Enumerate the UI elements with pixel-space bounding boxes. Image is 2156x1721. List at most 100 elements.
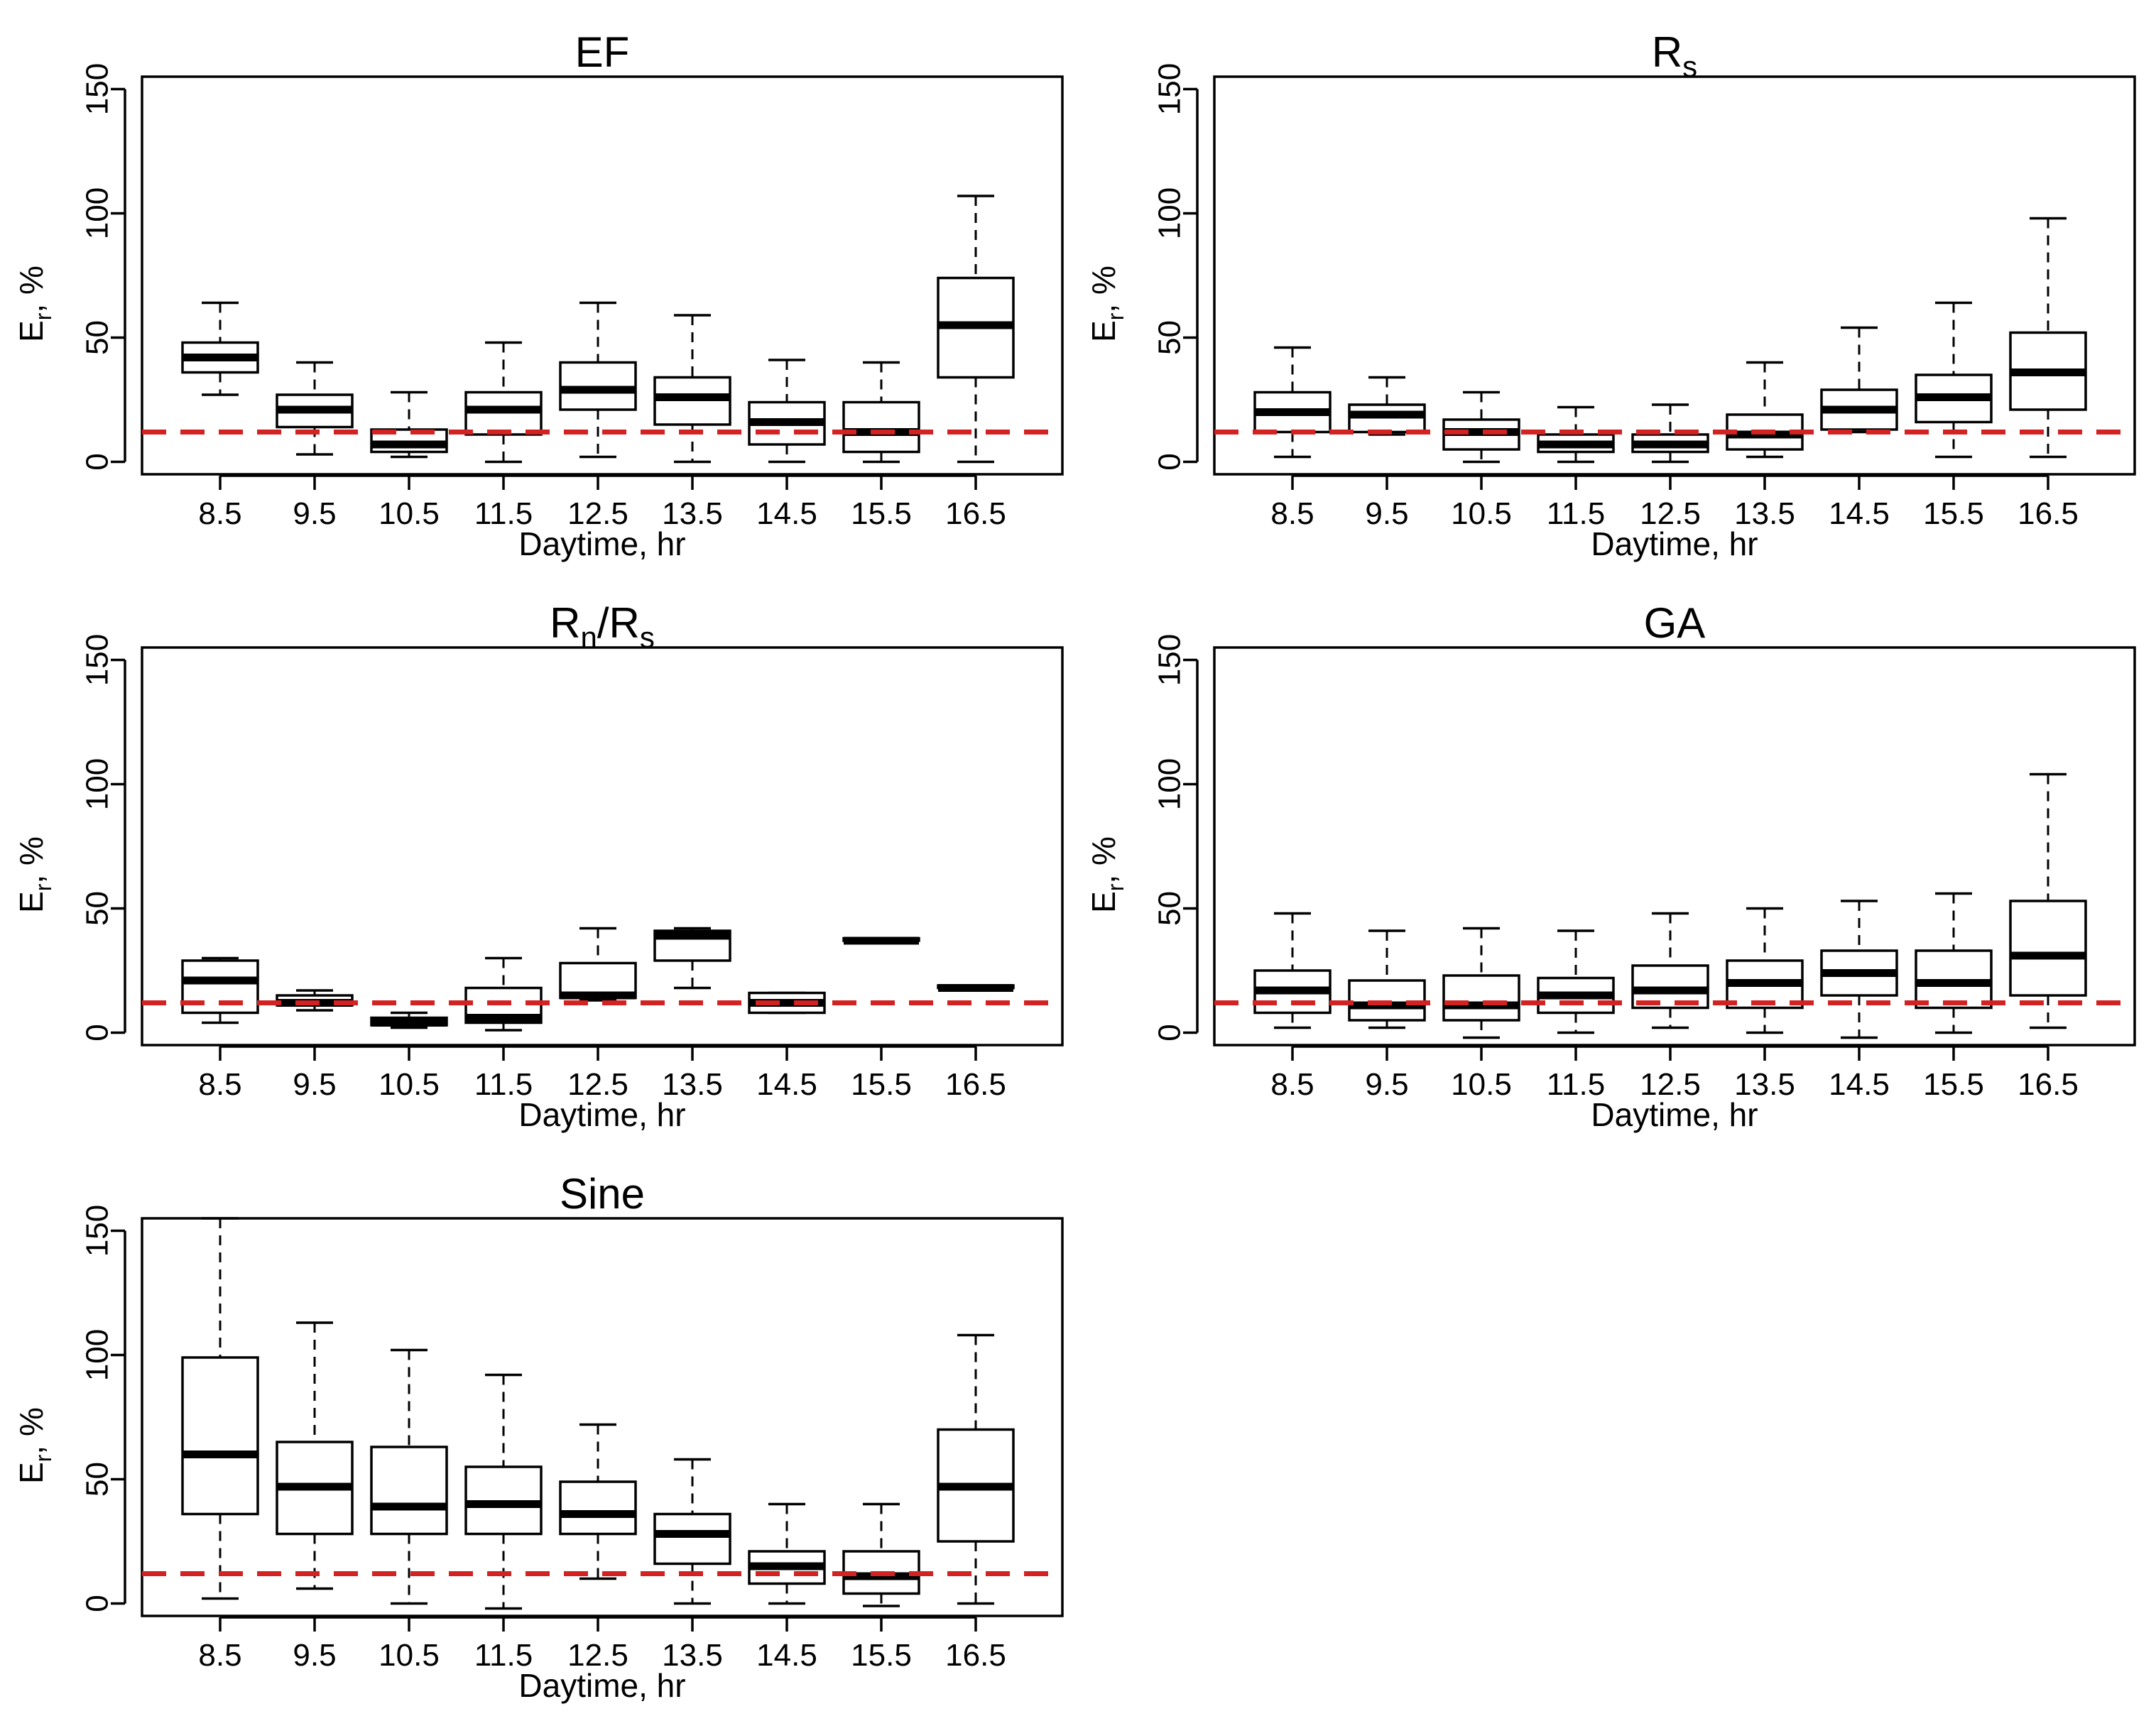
x-tick-label: 14.5 (1829, 1067, 1890, 1102)
box-8.5 (1253, 912, 1332, 1029)
x-tick-label: 14.5 (756, 1067, 817, 1102)
box-9.5 (276, 361, 354, 456)
x-tick-label: 16.5 (945, 1638, 1006, 1673)
iqr-box (653, 1512, 731, 1566)
y-tick-label: 100 (80, 758, 115, 810)
x-tick-label: 13.5 (1734, 496, 1795, 531)
chart-panel-3: Rn/Rs 0 50 100 150 Er, % 8.5 9.5 10.5 11.5 12.5 13.… (13, 599, 1064, 1133)
x-tick-label: 8.5 (198, 496, 241, 531)
y-tick-label: 150 (80, 63, 115, 115)
box-10.5 (1442, 927, 1520, 1039)
box-8.5 (181, 1217, 259, 1600)
x-tick-label: 16.5 (2018, 496, 2079, 531)
box-15.5 (842, 936, 920, 945)
iqr-box (559, 1480, 637, 1536)
box-11.5 (464, 341, 543, 464)
iqr-box (842, 400, 920, 454)
x-tick-label: 10.5 (379, 496, 440, 531)
panel-title: Rs (1652, 28, 1697, 83)
box-12.5 (559, 1423, 637, 1580)
box-12.5 (559, 301, 637, 459)
box-11.5 (1537, 405, 1615, 464)
y-tick-label: 50 (80, 891, 115, 926)
box-16.5 (937, 195, 1015, 464)
y-tick-label: 50 (80, 320, 115, 355)
plot-frame (1213, 75, 2136, 476)
y-tick-label: 150 (80, 634, 115, 686)
plot-frame (141, 1217, 1064, 1617)
box-11.5 (464, 956, 543, 1032)
x-tick-label: 8.5 (1270, 1067, 1314, 1102)
iqr-box (2009, 900, 2087, 997)
x-axis-label: Daytime, hr (518, 1096, 685, 1133)
x-axis-label: Daytime, hr (1591, 1096, 1758, 1133)
y-tick-label: 50 (80, 1462, 115, 1497)
y-tick-label: 50 (1153, 320, 1187, 355)
x-tick-label: 9.5 (1365, 496, 1408, 531)
x-tick-label: 11.5 (1547, 496, 1605, 531)
box-13.5 (1726, 907, 1804, 1034)
x-tick-label: 11.5 (474, 1067, 533, 1102)
box-10.5 (1442, 390, 1520, 464)
box-9.5 (276, 1321, 354, 1590)
box-12.5 (1631, 912, 1709, 1029)
box-10.5 (370, 390, 448, 459)
panel-title: GA (1644, 599, 1706, 647)
x-tick-label: 11.5 (474, 496, 533, 531)
box-9.5 (1348, 376, 1426, 436)
panel-title: Sine (560, 1170, 645, 1218)
x-tick-label: 15.5 (851, 1067, 912, 1102)
y-tick-label: 0 (80, 1024, 115, 1041)
x-tick-label: 10.5 (379, 1067, 440, 1102)
y-tick-label: 100 (1153, 187, 1187, 239)
box-14.5 (1820, 326, 1898, 434)
box-14.5 (748, 1502, 826, 1605)
x-tick-label: 12.5 (567, 1638, 628, 1673)
box-15.5 (1915, 301, 1993, 459)
x-tick-label: 8.5 (198, 1067, 241, 1102)
y-tick-label: 0 (80, 1595, 115, 1612)
x-tick-label: 13.5 (662, 1067, 723, 1102)
x-tick-label: 14.5 (1829, 496, 1890, 531)
x-tick-label: 12.5 (567, 496, 628, 531)
x-tick-label: 14.5 (756, 496, 817, 531)
y-tick-label: 100 (1153, 758, 1187, 810)
iqr-box (370, 1446, 448, 1536)
y-tick-label: 100 (80, 187, 115, 239)
panel-title: Rn/Rs (550, 599, 655, 654)
box-10.5 (370, 1011, 448, 1029)
x-axis-label: Daytime, hr (1591, 525, 1758, 562)
x-tick-label: 13.5 (662, 1638, 723, 1673)
box-14.5 (1820, 900, 1898, 1039)
box-16.5 (2009, 217, 2087, 459)
y-tick-label: 150 (1153, 63, 1187, 115)
x-tick-label: 16.5 (945, 1067, 1006, 1102)
plot-frame (141, 75, 1064, 476)
box-15.5 (842, 361, 920, 464)
y-tick-label: 0 (80, 453, 115, 470)
x-axis-label: Daytime, hr (518, 525, 685, 562)
x-tick-label: 10.5 (1451, 1067, 1512, 1102)
box-13.5 (1726, 361, 1804, 459)
y-tick-label: 50 (1153, 891, 1187, 926)
box-16.5 (937, 984, 1015, 992)
x-tick-label: 15.5 (1923, 1067, 1984, 1102)
y-tick-label: 0 (1153, 453, 1187, 470)
box-13.5 (653, 1458, 731, 1605)
box-11.5 (1537, 929, 1615, 1034)
x-tick-label: 11.5 (474, 1638, 533, 1673)
panel-title: EF (575, 28, 630, 76)
x-tick-label: 15.5 (1923, 496, 1984, 531)
box-11.5 (464, 1373, 543, 1610)
box-16.5 (2009, 772, 2087, 1029)
chart-panel-2: Rs 0 50 100 150 Er, % 8.5 9.5 10.5 11.5 12.5 13.5 14… (1085, 28, 2136, 562)
box-12.5 (559, 927, 637, 1002)
box-15.5 (1915, 892, 1993, 1034)
x-tick-label: 14.5 (756, 1638, 817, 1673)
y-axis-label: Er, % (1085, 266, 1128, 342)
box-15.5 (842, 1502, 920, 1607)
y-axis-label: Er, % (13, 836, 56, 913)
x-tick-label: 10.5 (379, 1638, 440, 1673)
box-9.5 (1348, 929, 1426, 1029)
